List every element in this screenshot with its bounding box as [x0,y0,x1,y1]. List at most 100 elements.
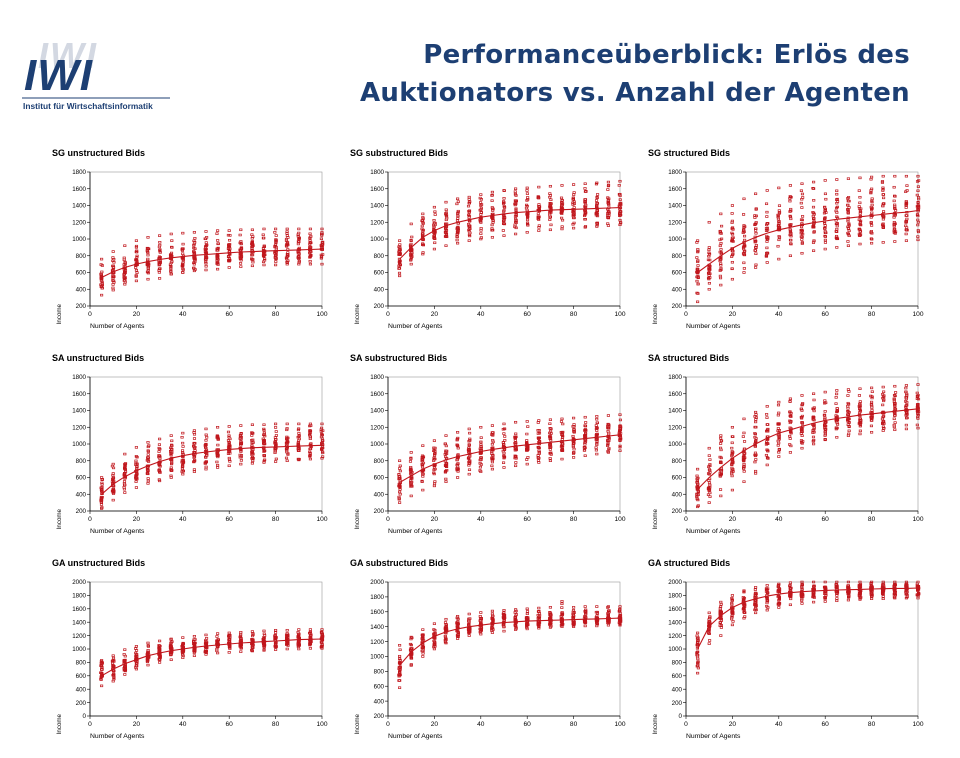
data-point [731,205,733,207]
data-point [766,405,768,407]
data-point [398,275,400,277]
x-tick-label: 100 [614,516,625,523]
data-point [537,213,539,215]
data-point [480,227,482,229]
data-point [182,655,184,657]
data-point [491,468,493,470]
data-point [503,467,505,469]
x-tick-label: 0 [88,516,92,523]
data-point [124,283,126,285]
y-tick-label: 1400 [370,203,384,210]
data-point [398,502,400,504]
data-point [503,630,505,632]
data-point [205,653,207,655]
data-point [515,220,517,222]
data-point [309,647,311,649]
data-point [421,225,423,227]
x-tick-label: 100 [316,721,327,728]
y-tick-label: 1400 [668,619,682,626]
y-tick-label: 1000 [668,236,682,243]
data-point [584,188,586,190]
data-point [836,190,838,192]
data-point [286,228,288,230]
data-point [893,418,895,420]
data-point [504,439,506,441]
data-point [526,463,528,465]
y-tick-label: 1200 [370,219,384,226]
x-tick-label: 60 [822,311,830,318]
data-point [526,197,528,199]
y-tick-label: 1000 [72,441,86,448]
data-point [170,268,172,270]
y-tick-label: 600 [672,475,683,482]
data-point [134,648,136,650]
y-tick-label: 800 [672,660,683,667]
data-point [100,279,102,281]
data-point [240,229,242,231]
data-point [216,268,218,270]
data-point [457,201,459,203]
data-point [480,214,482,216]
data-point [514,465,516,467]
y-tick-label: 1200 [668,424,682,431]
data-point [468,613,470,615]
data-point [526,433,528,435]
data-point [193,469,195,471]
data-point [720,471,722,473]
data-point [445,618,447,620]
data-point [171,240,173,242]
data-point [696,257,698,259]
data-point [445,233,447,235]
y-tick-label: 1000 [72,646,86,653]
data-point [812,436,814,438]
x-axis-label: Number of Agents [90,323,145,330]
data-point [812,393,814,395]
data-point [572,435,574,437]
data-point [240,451,242,453]
data-point [754,470,756,472]
data-point [754,589,756,591]
data-point [492,432,494,434]
data-point [870,242,872,244]
data-point [561,418,563,420]
data-point [778,187,780,189]
data-point [708,447,710,449]
data-point [422,213,424,215]
data-point [766,417,768,419]
data-point [216,467,218,469]
data-point [491,191,493,193]
x-tick-label: 60 [524,516,532,523]
data-point [298,423,300,425]
data-point [309,629,311,631]
data-point [263,264,265,266]
data-point [905,233,907,235]
y-tick-label: 800 [374,458,385,465]
data-point [766,216,768,218]
data-point [216,233,218,235]
x-tick-label: 20 [133,516,141,523]
data-point [456,220,458,222]
data-point [468,473,470,475]
y-tick-label: 1200 [668,219,682,226]
data-point [398,468,400,470]
data-point [286,429,288,431]
data-point [847,424,849,426]
data-point [124,281,126,283]
data-point [766,211,768,213]
data-point [526,219,528,221]
data-point [112,680,114,682]
y-tick-label: 200 [672,303,683,310]
data-point [549,194,551,196]
data-point [228,435,230,437]
data-point [503,436,505,438]
x-tick-label: 100 [912,516,923,523]
data-point [743,470,745,472]
x-tick-label: 80 [272,721,280,728]
data-point [147,278,149,280]
data-point [584,625,586,627]
data-point [124,245,126,247]
data-point [275,248,277,250]
data-point [743,272,745,274]
data-point [801,239,803,241]
data-point [491,200,493,202]
